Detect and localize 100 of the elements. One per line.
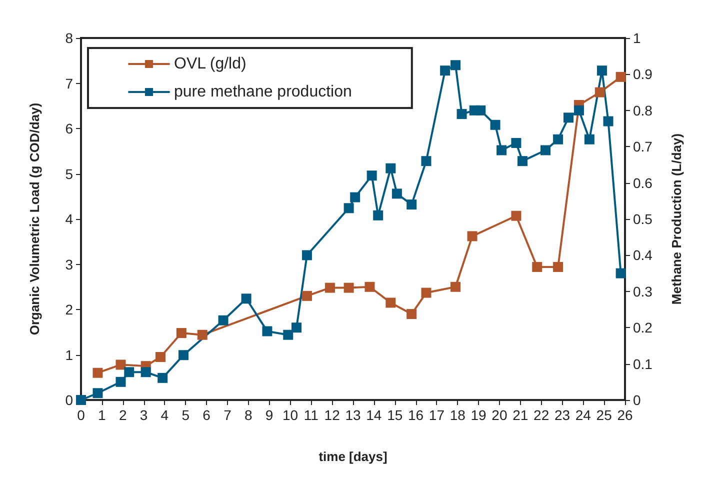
point xyxy=(540,145,550,156)
legend-label: pure methane production xyxy=(174,84,352,100)
y2-tick-label: 0.9 xyxy=(633,66,653,82)
point xyxy=(386,163,396,174)
x-tick-label: 12 xyxy=(324,407,340,423)
point xyxy=(406,200,417,210)
point xyxy=(373,210,384,220)
point xyxy=(440,66,450,76)
point xyxy=(344,203,354,214)
point xyxy=(517,156,528,166)
point xyxy=(450,60,461,70)
point xyxy=(124,367,134,378)
x-tick-label: 14 xyxy=(366,407,382,423)
point xyxy=(467,231,478,242)
x-tick-label: 23 xyxy=(554,407,570,423)
x-tick-label: 7 xyxy=(224,407,232,423)
point xyxy=(616,72,626,82)
point xyxy=(116,376,126,387)
x-tick-label: 21 xyxy=(512,407,528,423)
x-tick-label: 22 xyxy=(534,407,550,423)
y-tick-label: 6 xyxy=(65,120,74,136)
point xyxy=(421,156,432,166)
point xyxy=(386,298,396,308)
y2-axis-title: Methane Production (L/day) xyxy=(669,133,684,305)
y-tick-label: 3 xyxy=(65,256,74,272)
point xyxy=(116,360,126,370)
x-tick-label: 17 xyxy=(428,407,445,423)
x-tick-label: 24 xyxy=(575,407,592,423)
y2-tick-label: 0.3 xyxy=(633,283,653,300)
x-tick-label: 18 xyxy=(450,407,466,423)
y-tick-label: 4 xyxy=(65,211,74,227)
y2-tick-label: 0.4 xyxy=(633,247,653,264)
x-tick-label: 9 xyxy=(265,407,274,423)
y-tick-label: 2 xyxy=(65,302,74,318)
y-tick-label: 0 xyxy=(65,392,74,408)
y2-tick-label: 0.1 xyxy=(633,356,653,372)
x-tick-label: 2 xyxy=(118,407,127,423)
point xyxy=(92,388,103,398)
y2-tick-label: 0 xyxy=(633,392,641,408)
point xyxy=(616,268,626,278)
point xyxy=(392,188,402,199)
point xyxy=(364,282,375,292)
x-tick-label: 8 xyxy=(244,407,252,423)
point xyxy=(292,322,302,333)
point xyxy=(450,282,461,292)
point xyxy=(564,112,574,123)
point xyxy=(476,105,486,116)
x-tick-label: 19 xyxy=(470,407,487,423)
y-tick-label: 5 xyxy=(65,166,74,182)
point xyxy=(603,116,614,126)
y-tick-label: 7 xyxy=(65,75,74,92)
y2-tick-label: 0.5 xyxy=(633,211,653,227)
x-tick-label: 13 xyxy=(345,407,361,423)
point xyxy=(140,367,151,378)
point xyxy=(366,170,377,181)
x-tick-label: 15 xyxy=(387,407,403,423)
x-tick-label: 6 xyxy=(202,407,211,423)
point xyxy=(490,120,500,130)
point xyxy=(156,352,166,362)
x-tick-label: 25 xyxy=(596,407,612,423)
y2-tick-label: 0.6 xyxy=(633,174,653,191)
point xyxy=(421,288,432,298)
point xyxy=(532,262,542,272)
x-tick-label: 3 xyxy=(140,407,148,423)
point xyxy=(176,328,186,338)
legend-label: OVL (g/ld) xyxy=(174,56,246,72)
point xyxy=(241,294,252,304)
x-tick-label: 16 xyxy=(408,407,424,423)
x-tick-label: 20 xyxy=(492,407,508,423)
point xyxy=(158,372,168,383)
point xyxy=(324,282,335,293)
point xyxy=(456,109,467,120)
point xyxy=(553,134,564,144)
y-axis-title: Organic Volumetric Load (g COD/day) xyxy=(27,102,42,336)
point xyxy=(178,350,189,360)
point xyxy=(197,330,208,340)
point xyxy=(406,309,417,320)
point xyxy=(596,66,607,76)
point xyxy=(584,134,594,144)
x-axis-title: time [days] xyxy=(318,449,388,464)
x-tick-label: 26 xyxy=(617,407,633,423)
x-tick-label: 0 xyxy=(77,407,86,423)
point xyxy=(553,262,564,272)
x-tick-label: 5 xyxy=(182,407,190,423)
x-tick-label: 10 xyxy=(282,407,298,423)
x-tick-label: 11 xyxy=(304,407,319,423)
point xyxy=(344,282,354,293)
x-tick-label: 1 xyxy=(98,407,106,423)
point xyxy=(350,192,360,202)
point xyxy=(511,138,522,148)
y2-tick-label: 0.7 xyxy=(633,138,653,155)
y-tick-label: 1 xyxy=(65,346,74,363)
point xyxy=(511,210,522,221)
y2-tick-label: 0.8 xyxy=(633,102,653,118)
y2-tick-label: 1 xyxy=(633,30,641,46)
point xyxy=(594,87,605,98)
y2-tick-label: 0.2 xyxy=(633,320,653,336)
point xyxy=(302,290,312,301)
x-tick-label: 4 xyxy=(160,407,169,423)
y-tick-label: 8 xyxy=(65,30,74,46)
